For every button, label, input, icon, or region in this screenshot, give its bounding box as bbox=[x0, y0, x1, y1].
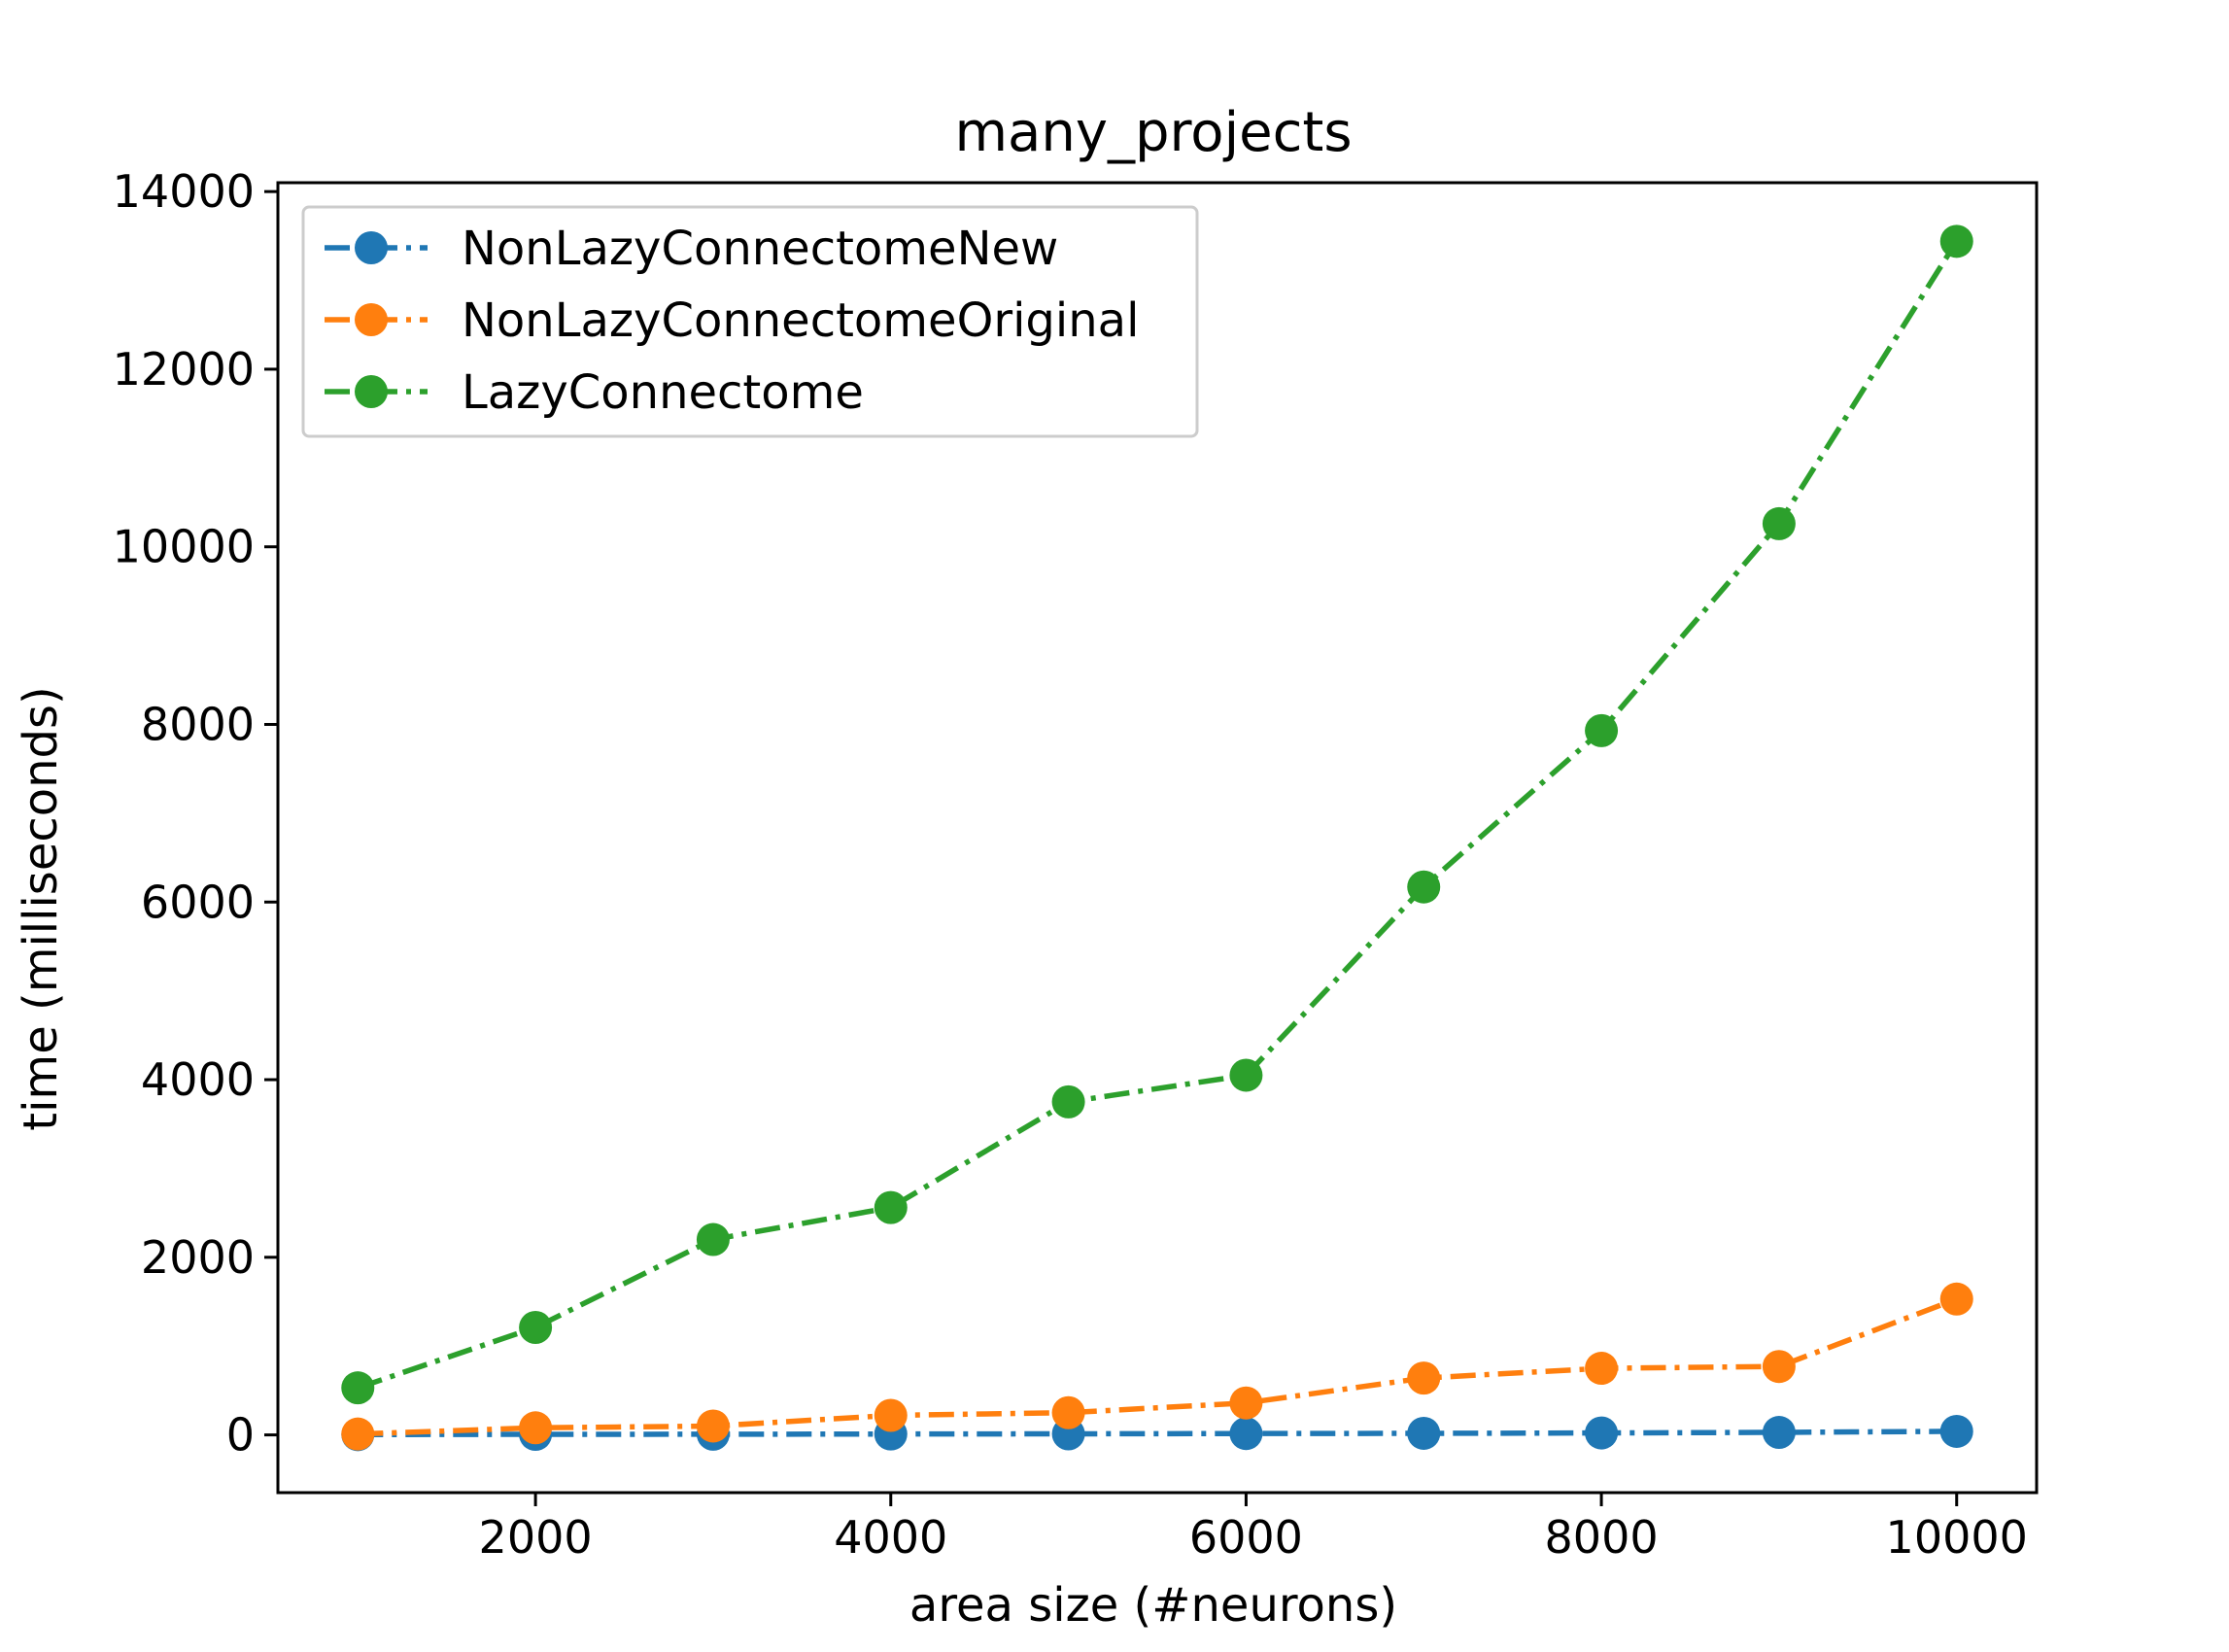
data-point-1 bbox=[1407, 1361, 1441, 1395]
data-point-2 bbox=[1407, 870, 1441, 904]
y-tick-label: 10000 bbox=[113, 521, 255, 573]
legend-label-0: NonLazyConnectomeNew bbox=[462, 222, 1058, 276]
y-axis-label: time (milliseconds) bbox=[14, 686, 68, 1130]
data-point-0 bbox=[1585, 1416, 1619, 1450]
data-point-2 bbox=[1051, 1084, 1085, 1119]
legend-swatch-marker bbox=[355, 375, 388, 408]
data-point-2 bbox=[519, 1311, 553, 1345]
series-line-0 bbox=[358, 1428, 1957, 1438]
x-tick-label: 4000 bbox=[834, 1511, 947, 1564]
plot-area: 2000 4000 6000 8000 10000 0 2000 4000 6000 8000 10… bbox=[113, 165, 2039, 1564]
x-tick-label: 6000 bbox=[1189, 1511, 1303, 1564]
x-tick-label: 8000 bbox=[1545, 1511, 1659, 1564]
data-point-2 bbox=[1939, 224, 1973, 258]
series-line-1 bbox=[358, 1296, 1958, 1437]
data-point-1 bbox=[1939, 1282, 1973, 1316]
data-point-2 bbox=[874, 1190, 908, 1224]
y-tick-label: 12000 bbox=[113, 343, 255, 396]
y-tick-label: 4000 bbox=[141, 1053, 255, 1106]
data-point-0 bbox=[1229, 1417, 1263, 1451]
chart-title: many_projects bbox=[954, 101, 1352, 164]
legend-swatch-marker bbox=[355, 231, 388, 264]
y-tick-label: 0 bbox=[226, 1409, 255, 1462]
plot-frame bbox=[276, 181, 2039, 1495]
data-point-0 bbox=[1762, 1416, 1796, 1450]
data-point-1 bbox=[1051, 1395, 1085, 1429]
data-point-1 bbox=[1762, 1350, 1796, 1384]
x-tick-label: 2000 bbox=[479, 1511, 593, 1564]
data-point-1 bbox=[874, 1398, 908, 1432]
y-tick-label: 2000 bbox=[141, 1231, 255, 1284]
data-point-1 bbox=[696, 1409, 730, 1443]
legend-box bbox=[301, 205, 1199, 438]
y-tick-label: 6000 bbox=[141, 876, 255, 928]
data-point-1 bbox=[519, 1411, 553, 1445]
data-point-1 bbox=[341, 1417, 375, 1451]
data-point-2 bbox=[1585, 713, 1619, 747]
x-axis-label: area size (#neurons) bbox=[909, 1578, 1397, 1633]
data-point-2 bbox=[696, 1222, 730, 1256]
data-point-1 bbox=[1585, 1352, 1619, 1386]
legend-swatch-marker bbox=[355, 303, 388, 336]
data-point-2 bbox=[1229, 1058, 1263, 1092]
data-point-2 bbox=[341, 1371, 375, 1405]
data-point-2 bbox=[1762, 506, 1796, 540]
series-line-2 bbox=[357, 239, 1960, 1391]
data-point-0 bbox=[1939, 1414, 1973, 1448]
y-tick-label: 8000 bbox=[141, 698, 255, 750]
legend-label-2: LazyConnectome bbox=[462, 365, 864, 420]
legend-label-1: NonLazyConnectomeOriginal bbox=[462, 293, 1139, 348]
x-tick-label: 10000 bbox=[1886, 1511, 2028, 1564]
legend: NonLazyConnectomeNew NonLazyConnectomeOri… bbox=[301, 205, 1199, 438]
y-tick-label: 14000 bbox=[113, 165, 255, 218]
data-point-0 bbox=[1407, 1416, 1441, 1450]
data-point-1 bbox=[1229, 1386, 1263, 1420]
